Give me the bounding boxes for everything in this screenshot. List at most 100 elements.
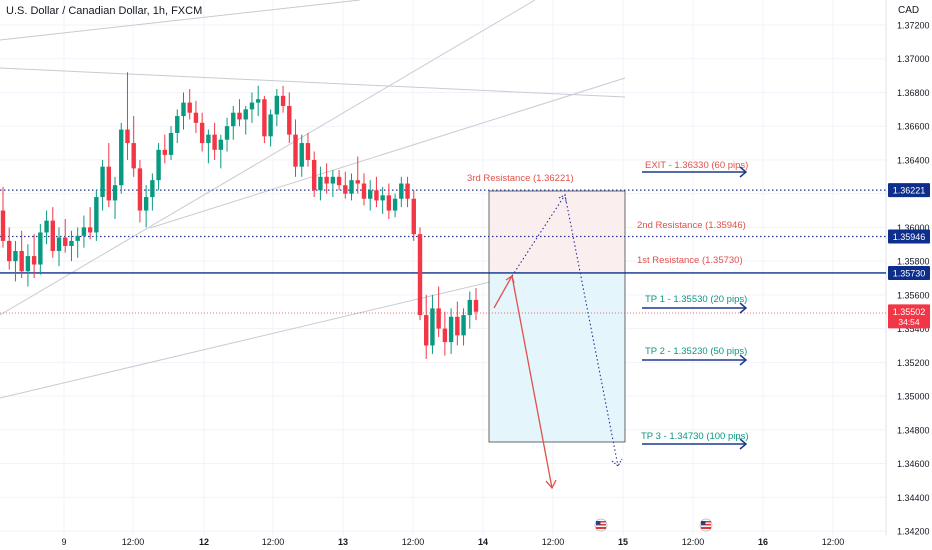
candle-body xyxy=(125,129,130,144)
y-tick-label: 1.35800 xyxy=(897,257,930,267)
level-price-tag xyxy=(888,183,930,198)
candle-body xyxy=(243,109,248,120)
candle-body xyxy=(467,299,472,316)
candle-body xyxy=(374,190,379,201)
projection-down-arrowhead xyxy=(545,479,557,490)
candle-body xyxy=(324,176,329,184)
last-price-text: 1.35502 xyxy=(893,307,926,317)
candles xyxy=(0,72,479,359)
time-axis[interactable]: 9 12:00 12 12:00 13 12:00 14 12:00 15 12:00 16 12:0… xyxy=(61,537,844,547)
y-tick-label: 1.36000 xyxy=(897,223,930,233)
us-flag-event-icon[interactable] xyxy=(594,518,608,532)
tp2-label: TP 2 - 1.35230 (50 pips) xyxy=(645,346,747,357)
candle-body xyxy=(293,134,298,167)
candle-body xyxy=(367,190,373,199)
economic-events[interactable] xyxy=(594,518,713,532)
trendline-rising xyxy=(149,77,626,229)
y-tick-label: 1.34200 xyxy=(897,527,930,537)
x-tick-label: 12:00 xyxy=(402,537,425,547)
candle-body xyxy=(94,197,99,233)
candle-body xyxy=(473,299,479,312)
candle-body xyxy=(343,185,348,194)
candle-body xyxy=(448,316,454,343)
candle-body xyxy=(349,180,354,194)
candle-body xyxy=(417,234,423,316)
us-flag-event-icon[interactable] xyxy=(699,518,713,532)
candle-body xyxy=(206,134,211,144)
price-axis[interactable]: 1.372001.370001.368001.366001.364001.362… xyxy=(897,21,930,537)
y-tick-label: 1.36600 xyxy=(897,122,930,132)
candle-body xyxy=(168,132,174,155)
candle-body xyxy=(461,315,466,336)
trendline-upper-1 xyxy=(0,0,361,41)
trade-zones xyxy=(488,190,626,443)
resistance-zone xyxy=(488,190,626,274)
trendline-falling xyxy=(0,67,626,98)
candle-body xyxy=(100,166,105,198)
chart-grid xyxy=(0,0,887,535)
trendline-channel-1 xyxy=(0,0,536,316)
candle-body xyxy=(212,134,217,150)
candle-body xyxy=(69,240,74,246)
x-tick-label: 12:00 xyxy=(822,537,845,547)
candle-body xyxy=(392,198,398,211)
candle-body xyxy=(7,240,12,262)
y-tick-label: 1.35400 xyxy=(897,324,930,334)
candle-body xyxy=(87,227,93,233)
candle-body xyxy=(305,143,311,160)
candle-body xyxy=(112,185,118,201)
candle-body xyxy=(175,116,180,133)
candle-body xyxy=(287,105,292,135)
candle-body xyxy=(25,256,31,272)
candle-body xyxy=(156,149,161,181)
projection-dotted-arrowhead-top xyxy=(558,194,567,203)
x-tick-label: 15 xyxy=(618,537,628,547)
candle-body xyxy=(311,159,317,191)
candle-body xyxy=(237,112,242,120)
exit-label: EXIT - 1.36330 (60 pips) xyxy=(645,160,748,171)
candle-body xyxy=(231,112,236,127)
candle-body xyxy=(19,251,24,272)
candle-body xyxy=(150,180,155,198)
candle-body xyxy=(262,99,267,137)
candle-body xyxy=(436,308,441,329)
resistance-2-label: 2nd Resistance (1.35946) xyxy=(637,220,746,231)
level-price-tag xyxy=(888,265,930,280)
y-tick-label: 1.35000 xyxy=(897,392,930,402)
candle-body xyxy=(199,122,205,144)
y-tick-label: 1.35200 xyxy=(897,358,930,368)
x-tick-label: 12:00 xyxy=(122,537,145,547)
candle-body xyxy=(455,316,460,336)
candle-body xyxy=(106,166,112,201)
candle-body xyxy=(31,256,37,265)
candle-body xyxy=(355,180,360,184)
candle-body xyxy=(336,176,342,186)
candle-body xyxy=(162,149,168,155)
candle-body xyxy=(424,315,429,346)
level-price-tag-text: 1.35946 xyxy=(893,232,926,242)
level-price-tag-text: 1.35730 xyxy=(893,268,926,278)
chart-title: U.S. Dollar / Canadian Dollar, 1h, FXCM xyxy=(6,5,203,17)
candle-body xyxy=(50,220,55,252)
trendlines xyxy=(0,0,626,399)
candle-body xyxy=(81,227,87,236)
candle-body xyxy=(143,197,149,211)
x-tick-label: 14 xyxy=(478,537,488,547)
level-price-tag xyxy=(888,229,930,244)
candle-body xyxy=(187,102,192,113)
candle-body xyxy=(405,183,410,199)
candle-body xyxy=(430,308,435,346)
target-zone xyxy=(488,272,626,443)
y-tick-label: 1.37000 xyxy=(897,54,930,64)
candle-body xyxy=(119,129,124,186)
candle-body xyxy=(280,95,286,106)
tp2-arrowhead xyxy=(739,354,748,366)
candle-body xyxy=(299,143,304,167)
x-tick-label: 9 xyxy=(61,537,66,547)
candle-body xyxy=(13,251,18,262)
candle-body xyxy=(63,237,68,246)
candle-body xyxy=(361,183,367,199)
x-tick-label: 12:00 xyxy=(682,537,705,547)
